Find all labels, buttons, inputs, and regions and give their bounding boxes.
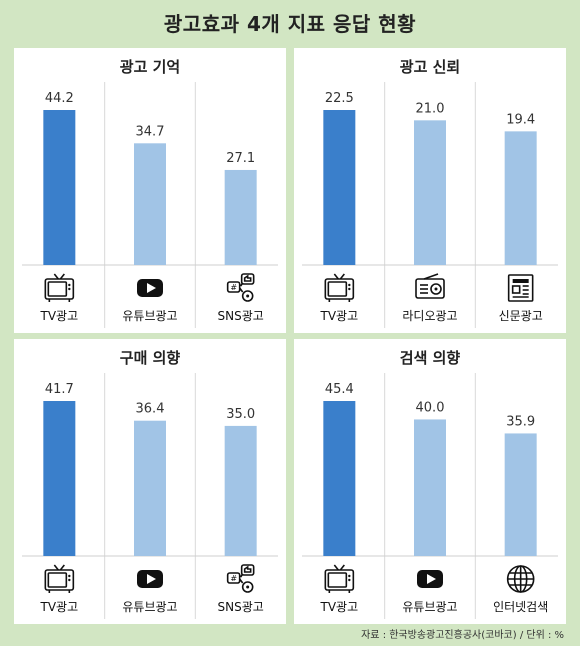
data-label: 19.4	[506, 112, 535, 127]
category-label: 유튜브광고	[122, 600, 177, 614]
tv-icon	[44, 564, 75, 593]
chart-panel-search-intent: 검색 의향 45.4 TV광고 40.0 유튜브광고 35.9 인터넷검색	[294, 339, 566, 624]
chart-title: 검색 의향	[399, 349, 461, 367]
bar	[43, 110, 76, 265]
youtube-icon	[417, 570, 443, 588]
tv-icon	[44, 273, 75, 302]
bar	[134, 143, 166, 265]
category-label: TV광고	[40, 309, 79, 323]
category-label: 신문광고	[499, 309, 543, 323]
data-label: 45.4	[325, 382, 354, 397]
chart-panel-purchase-intent: 구매 의향 41.7 TV광고 36.4 유튜브광고 35.0 # SNS광고	[14, 339, 286, 624]
data-label: 35.0	[226, 407, 255, 422]
tv-icon	[324, 564, 355, 593]
data-label: 34.7	[136, 124, 165, 139]
data-label: 35.9	[506, 414, 535, 429]
data-label: 44.2	[45, 91, 74, 106]
svg-text:#: #	[230, 283, 237, 292]
category-label: TV광고	[320, 309, 359, 323]
bar	[43, 401, 76, 556]
bar-chart-purchase-intent: 41.7 TV광고 36.4 유튜브광고 35.0 # SNS광고	[22, 373, 278, 619]
category-label: 인터넷검색	[493, 600, 548, 614]
bar-chart-search-intent: 45.4 TV광고 40.0 유튜브광고 35.9 인터넷검색	[302, 373, 558, 619]
page-title: 광고효과 4개 지표 응답 현황	[163, 12, 417, 36]
bar	[414, 419, 446, 556]
category-label: 유튜브광고	[122, 309, 177, 323]
chart-panel-ad-trust: 광고 신뢰 22.5 TV광고 21.0 라디오광고 19.4 신문광고	[294, 48, 566, 333]
bar	[504, 131, 537, 265]
data-label: 22.5	[325, 91, 354, 106]
bar-chart-ad-trust: 22.5 TV광고 21.0 라디오광고 19.4 신문광고	[302, 82, 558, 328]
chart-panel-ad-recall: 광고 기억 44.2 TV광고 34.7 유튜브광고 27.1 # SNS광고	[14, 48, 286, 333]
chart-title: 구매 의향	[119, 349, 181, 367]
category-label: SNS광고	[218, 309, 264, 323]
data-label: 27.1	[226, 151, 255, 166]
radio-icon	[415, 273, 445, 299]
chart-title: 광고 기억	[119, 58, 181, 76]
bar	[224, 425, 257, 556]
category-label: 라디오광고	[402, 309, 457, 323]
data-label: 41.7	[45, 382, 74, 397]
data-label: 40.0	[416, 400, 445, 415]
data-label: 36.4	[136, 402, 165, 417]
category-label: TV광고	[40, 600, 79, 614]
category-label: SNS광고	[218, 600, 264, 614]
sns-icon: #	[226, 564, 255, 593]
bar	[323, 110, 356, 265]
youtube-icon	[137, 570, 163, 588]
source-note: 자료 : 한국방송광고진흥공사(코바코) / 단위 : %	[361, 630, 564, 641]
sns-icon: #	[226, 273, 255, 302]
youtube-icon	[137, 279, 163, 297]
bar	[134, 420, 166, 556]
bar-chart-ad-recall: 44.2 TV광고 34.7 유튜브광고 27.1 # SNS광고	[22, 82, 278, 328]
bar	[414, 120, 446, 265]
category-label: TV광고	[320, 600, 359, 614]
svg-text:#: #	[230, 574, 237, 583]
category-label: 유튜브광고	[402, 600, 457, 614]
newspaper-icon	[507, 274, 534, 302]
bar	[504, 433, 537, 556]
globe-icon	[506, 565, 535, 593]
bar	[323, 401, 356, 556]
chart-title: 광고 신뢰	[399, 58, 461, 76]
data-label: 21.0	[416, 101, 445, 116]
tv-icon	[324, 273, 355, 302]
bar	[224, 169, 257, 265]
